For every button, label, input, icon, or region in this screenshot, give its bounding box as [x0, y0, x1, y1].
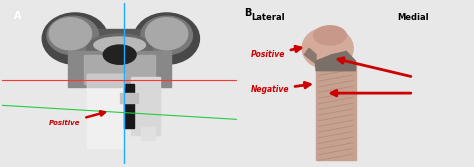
Bar: [84, 29, 155, 61]
Ellipse shape: [103, 45, 136, 64]
Bar: [87, 74, 124, 87]
Text: Negative: Negative: [251, 82, 310, 94]
Polygon shape: [316, 51, 356, 71]
Text: Medial: Medial: [397, 13, 429, 22]
Bar: [87, 74, 124, 148]
Text: B: B: [244, 8, 251, 18]
Ellipse shape: [314, 26, 346, 45]
Ellipse shape: [141, 16, 192, 55]
Text: Lateral: Lateral: [251, 13, 284, 22]
Text: Positive: Positive: [49, 111, 105, 126]
Bar: [119, 93, 138, 103]
Polygon shape: [304, 48, 320, 67]
Bar: [131, 77, 160, 135]
Bar: [124, 84, 134, 128]
Ellipse shape: [134, 13, 200, 64]
Text: Positive: Positive: [251, 46, 301, 59]
Ellipse shape: [42, 13, 108, 64]
Ellipse shape: [47, 16, 99, 55]
Bar: [84, 55, 155, 84]
Ellipse shape: [302, 27, 353, 69]
Ellipse shape: [94, 37, 146, 53]
Ellipse shape: [87, 34, 153, 63]
Bar: [68, 51, 171, 87]
Text: A: A: [14, 11, 22, 21]
Bar: [316, 64, 356, 160]
Ellipse shape: [49, 18, 91, 50]
Ellipse shape: [146, 18, 188, 50]
Bar: [141, 127, 155, 140]
